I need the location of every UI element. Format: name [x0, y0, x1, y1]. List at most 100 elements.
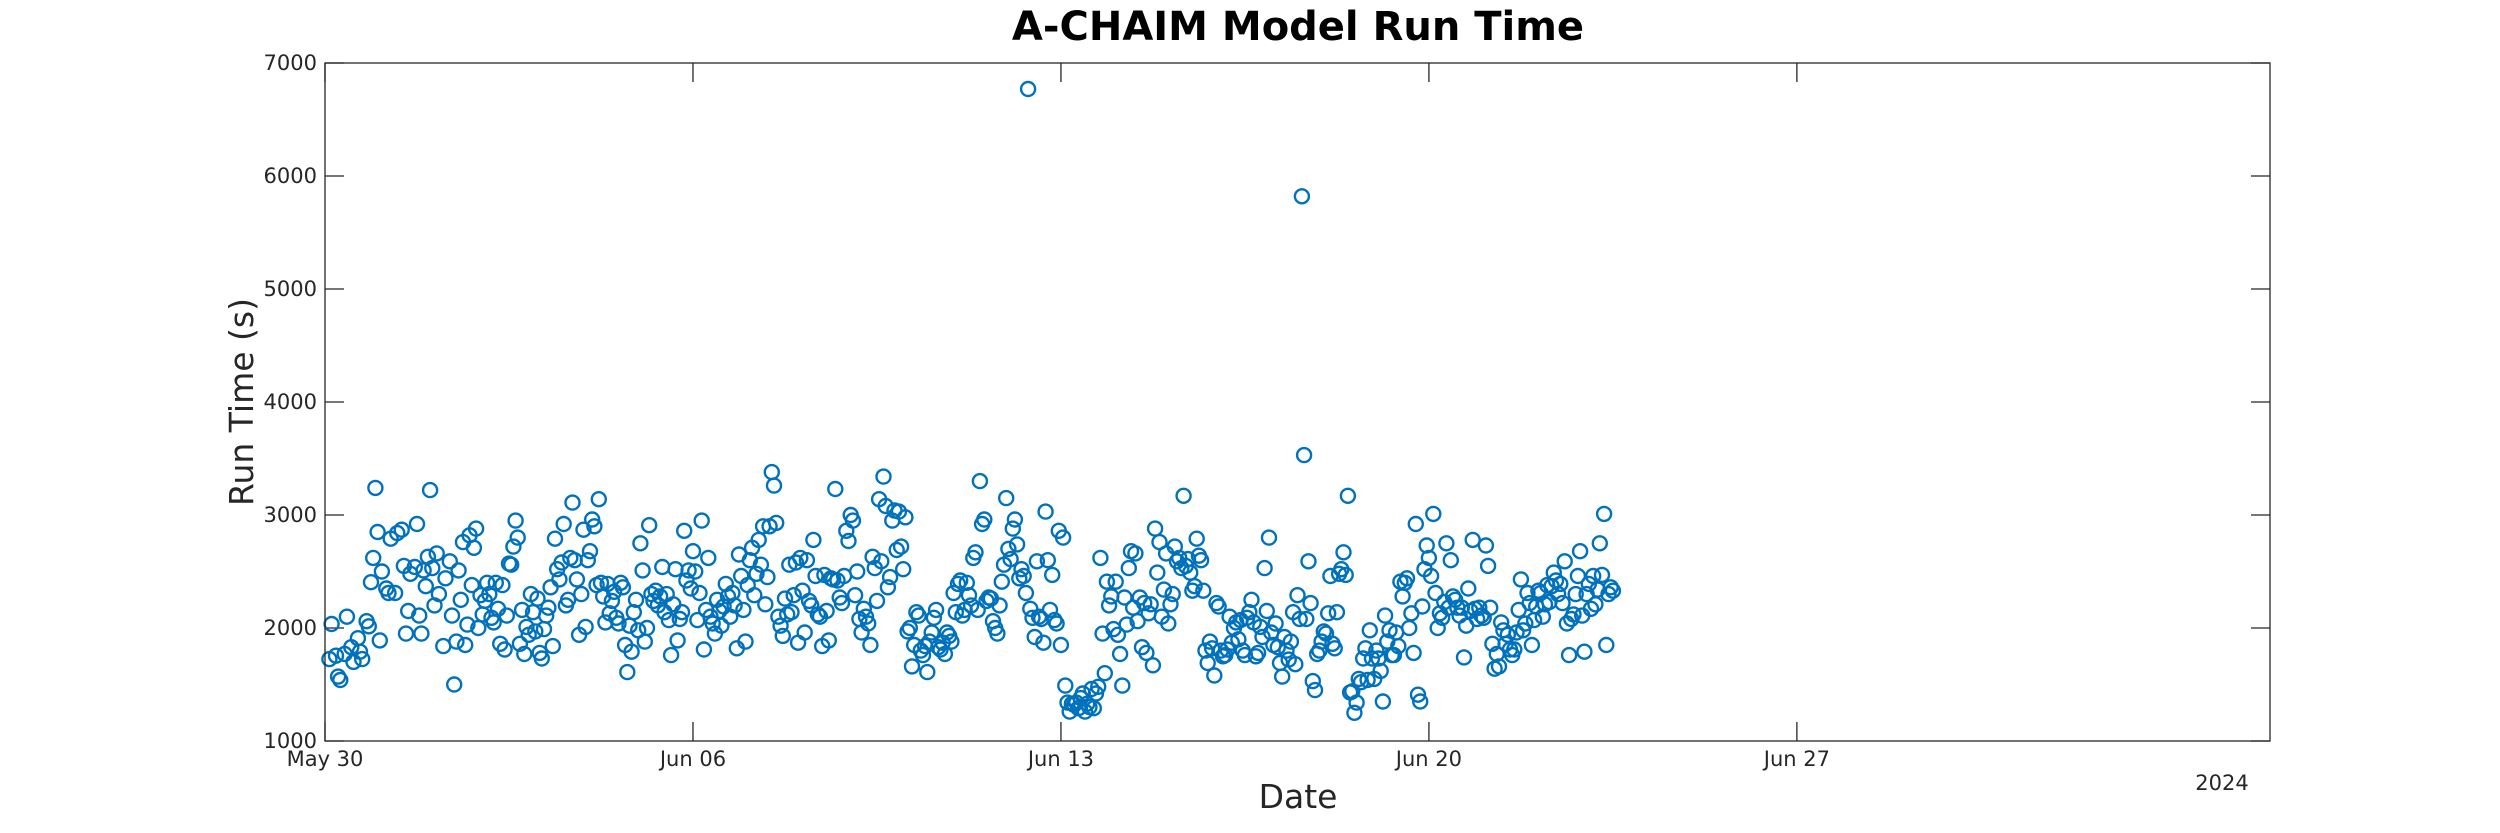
data-point: [413, 625, 430, 642]
x-tick-label: Jun 06: [658, 747, 726, 771]
data-point: [540, 599, 557, 616]
data-point: [1339, 487, 1357, 504]
data-point: [1368, 642, 1385, 659]
data-point: [888, 541, 905, 559]
data-point: [1035, 634, 1052, 651]
data-point: [1560, 646, 1578, 664]
data-point: [864, 548, 881, 565]
data-point: [1298, 610, 1315, 628]
data-point: [1120, 559, 1138, 577]
data-point: [796, 624, 813, 641]
data-point: [700, 549, 717, 567]
data-point: [676, 522, 693, 539]
data-point: [1460, 580, 1477, 597]
data-point: [1109, 626, 1127, 643]
data-point: [1041, 601, 1059, 619]
data-point: [386, 584, 404, 602]
data-point: [1512, 571, 1530, 588]
data-point: [820, 632, 837, 649]
data-point: [632, 535, 649, 552]
data-point: [579, 552, 596, 569]
data-point: [998, 489, 1015, 507]
data-point: [1471, 599, 1488, 616]
x-tick-label: Jun 13: [1026, 747, 1094, 771]
data-point: [1398, 570, 1416, 587]
data-point: [1306, 681, 1324, 699]
data-point: [1100, 597, 1118, 614]
data-point: [1269, 639, 1287, 656]
data-point: [430, 585, 448, 603]
data-point: [511, 635, 529, 652]
data-point: [1414, 598, 1431, 615]
data-point: [776, 590, 794, 607]
data-point: [873, 553, 890, 570]
data-point: [1037, 503, 1054, 520]
data-point: [564, 494, 581, 511]
data-point: [551, 571, 568, 588]
data-point: [503, 556, 520, 573]
data-point: [1455, 649, 1473, 666]
data-point: [1076, 703, 1094, 720]
data-point: [818, 602, 835, 620]
data-point: [895, 561, 912, 578]
data-point: [641, 517, 658, 534]
data-point: [1354, 650, 1372, 667]
data-point: [441, 553, 458, 570]
data-point: [1008, 536, 1026, 553]
data-point: [1188, 530, 1205, 547]
data-points: [321, 80, 1622, 721]
data-point: [860, 615, 877, 632]
data-point: [1359, 671, 1376, 689]
data-point: [1146, 520, 1164, 537]
data-point: [421, 481, 439, 499]
data-point: [1477, 537, 1495, 554]
data-point: [457, 636, 474, 654]
data-point: [684, 543, 702, 560]
data-point: [437, 570, 454, 587]
data-point: [1291, 610, 1308, 628]
data-point: [1006, 511, 1024, 528]
data-point: [798, 552, 816, 569]
y-tick-label: 7000: [264, 51, 317, 75]
data-point: [1004, 520, 1021, 537]
data-point: [1552, 575, 1569, 593]
data-point: [380, 584, 397, 602]
data-point: [1295, 446, 1313, 464]
data-point: [1142, 596, 1159, 613]
data-point: [1186, 578, 1203, 595]
data-point: [665, 596, 682, 613]
data-point: [406, 558, 423, 576]
data-point: [1293, 188, 1311, 205]
data-point: [805, 531, 822, 549]
data-point: [787, 554, 805, 571]
data-point: [892, 538, 910, 555]
data-point: [1116, 589, 1133, 606]
data-point: [1593, 566, 1611, 584]
data-point: [1289, 587, 1306, 604]
data-point: [354, 650, 371, 668]
data-point: [1260, 529, 1278, 546]
data-point: [669, 632, 686, 649]
data-point: [695, 641, 713, 658]
data-point: [619, 663, 636, 681]
data-point: [1210, 598, 1227, 615]
data-point: [1048, 615, 1065, 632]
y-tick-label: 1000: [264, 729, 317, 753]
data-point: [673, 604, 691, 621]
data-point: [1206, 667, 1223, 684]
data-point: [1438, 535, 1455, 552]
data-point: [1155, 581, 1173, 598]
data-point: [424, 559, 441, 577]
data-point: [1043, 566, 1061, 584]
data-point: [768, 514, 785, 532]
data-point: [757, 596, 774, 613]
data-point: [1103, 588, 1120, 605]
data-point: [1096, 665, 1114, 682]
data-point: [748, 565, 765, 582]
data-point: [1506, 641, 1523, 658]
data-point: [1313, 633, 1330, 650]
data-point: [544, 637, 561, 655]
data-point: [1135, 594, 1153, 612]
data-point: [1015, 567, 1032, 585]
